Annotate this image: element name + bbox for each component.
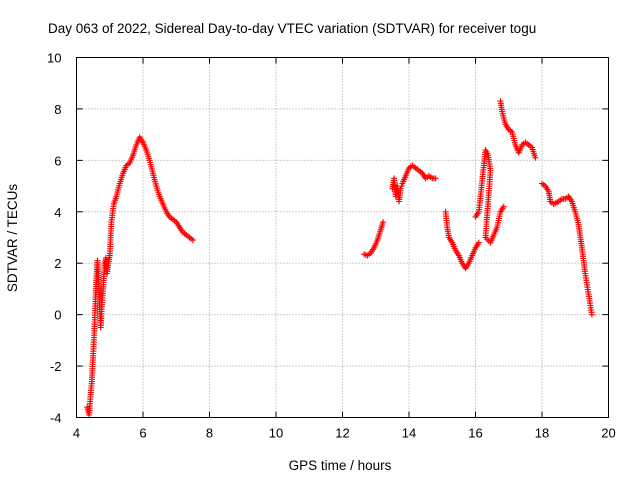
y-tick-label: 4 (54, 205, 61, 220)
y-tick-label: 10 (47, 51, 61, 66)
y-tick-label: 2 (54, 256, 61, 271)
y-tick-label: -2 (50, 359, 62, 374)
x-tick-label: 4 (73, 426, 80, 441)
y-tick-label: 8 (54, 102, 61, 117)
y-tick-label: -4 (50, 411, 62, 426)
x-tick-label: 6 (139, 426, 146, 441)
data-point (380, 219, 387, 226)
x-tick-label: 8 (206, 426, 213, 441)
data-point (532, 154, 539, 161)
data-point (398, 183, 405, 190)
data-point (397, 185, 404, 192)
x-tick-label: 10 (269, 426, 283, 441)
data-point (189, 237, 196, 244)
x-tick-label: 16 (468, 426, 482, 441)
chart-title: Day 063 of 2022, Sidereal Day-to-day VTE… (48, 21, 536, 36)
x-tick-label: 18 (535, 426, 549, 441)
axis-ticks: 4 6 8 10 12 14 16 18 20 -4 -2 0 2 4 6 8 10 (47, 51, 616, 441)
y-tick-label: 0 (54, 308, 61, 323)
data-point (475, 239, 482, 246)
y-axis-label: SDTVAR / TECUs (5, 184, 20, 293)
plot-frame (76, 57, 609, 418)
x-tick-label: 12 (335, 426, 349, 441)
x-tick-label: 14 (402, 426, 416, 441)
data-point (500, 203, 507, 210)
data-points (84, 98, 595, 418)
data-point (588, 311, 595, 318)
x-tick-label: 20 (601, 426, 615, 441)
x-axis-label: GPS time / hours (289, 458, 392, 473)
data-point (432, 175, 439, 182)
grid-lines (76, 57, 609, 418)
y-tick-label: 6 (54, 153, 61, 168)
